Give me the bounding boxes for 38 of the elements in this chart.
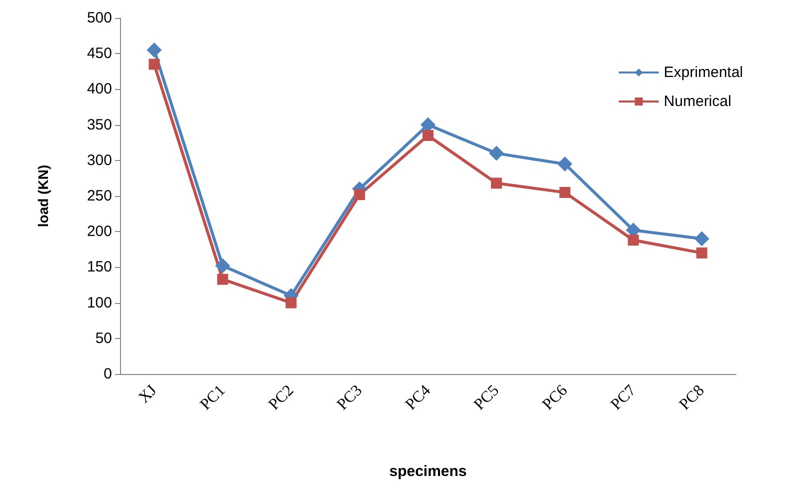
y-tick-label: 100 (86, 294, 112, 312)
point (286, 297, 297, 308)
point (559, 186, 570, 198)
legend-label: Exprimental (664, 64, 744, 81)
point (696, 247, 708, 258)
y-tick-label: 500 (86, 10, 112, 26)
y-tick-label: 450 (86, 45, 112, 62)
y-tick-label: 300 (86, 152, 112, 169)
point (694, 231, 710, 246)
x-axis-title: specimens (389, 463, 467, 480)
x-tick-label: PC4 (402, 382, 434, 414)
point (217, 274, 228, 285)
x-tick-label: PC6 (539, 382, 571, 414)
legend-label: Numerical (664, 93, 732, 110)
y-tick-label: 350 (86, 116, 112, 134)
x-tick-label: PC3 (334, 382, 366, 414)
y-tick-label: 150 (86, 258, 112, 276)
x-tick-label: PC8 (676, 382, 708, 414)
x-tick-label: PC2 (266, 382, 298, 414)
y-tick-label: 200 (86, 223, 112, 240)
x-tick-label: PC7 (608, 382, 640, 414)
point (557, 156, 572, 172)
y-tick-label: 50 (95, 330, 112, 347)
point (146, 42, 162, 58)
x-tick-label: PC1 (197, 382, 229, 414)
y-tick-label: 250 (86, 188, 112, 204)
x-tick-label: XJ (136, 382, 160, 407)
y-tick-label: 400 (86, 80, 112, 98)
point (148, 58, 160, 70)
point (628, 234, 639, 246)
y-tick-label: 0 (104, 366, 112, 382)
y-axis-title: load (KN) (35, 164, 51, 228)
point (215, 258, 230, 274)
point (354, 189, 366, 200)
x-tick-label: PC5 (470, 382, 502, 414)
point (422, 130, 434, 141)
point (488, 146, 504, 161)
point (490, 178, 502, 189)
